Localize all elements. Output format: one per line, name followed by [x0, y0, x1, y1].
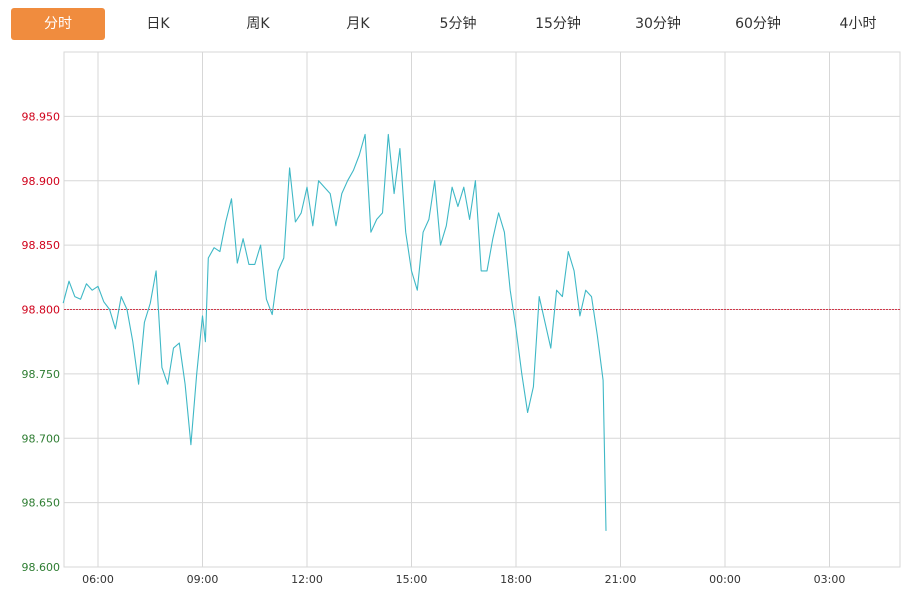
x-tick-label: 15:00: [396, 573, 428, 586]
tab-intraday[interactable]: 分时: [11, 8, 105, 40]
x-tick-label: 12:00: [291, 573, 323, 586]
tab-5min[interactable]: 5分钟: [439, 16, 477, 32]
y-tick-label: 98.700: [22, 432, 61, 445]
x-tick-label: 18:00: [500, 573, 532, 586]
x-tick-label: 03:00: [814, 573, 846, 586]
tab-daily-k[interactable]: 日K: [146, 16, 170, 32]
y-tick-label: 98.900: [22, 175, 61, 188]
y-tick-label: 98.800: [22, 304, 61, 317]
tab-4hour[interactable]: 4小时: [839, 16, 877, 32]
tab-weekly-k[interactable]: 周K: [246, 16, 270, 32]
price-line: [62, 133, 607, 531]
y-tick-label: 98.600: [22, 561, 61, 574]
x-tick-label: 06:00: [82, 573, 114, 586]
y-tick-label: 98.850: [22, 239, 61, 252]
tab-30min[interactable]: 30分钟: [635, 16, 681, 32]
y-tick-label: 98.750: [22, 368, 61, 381]
tab-monthly-k[interactable]: 月K: [346, 16, 370, 32]
y-tick-label: 98.650: [22, 497, 61, 510]
x-tick-label: 00:00: [709, 573, 741, 586]
x-tick-label: 09:00: [187, 573, 219, 586]
x-tick-label: 21:00: [605, 573, 637, 586]
intraday-chart: 98.950 98.900 98.850 98.800 98.750 98.700 98.6…: [22, 51, 901, 586]
y-tick-label: 98.950: [22, 110, 61, 123]
period-tabs: 分时 日K 周K 月K 5分钟 15分钟 30分钟 60分钟 4小时: [0, 0, 913, 48]
tab-15min[interactable]: 15分钟: [535, 16, 581, 32]
tab-60min[interactable]: 60分钟: [735, 16, 781, 32]
